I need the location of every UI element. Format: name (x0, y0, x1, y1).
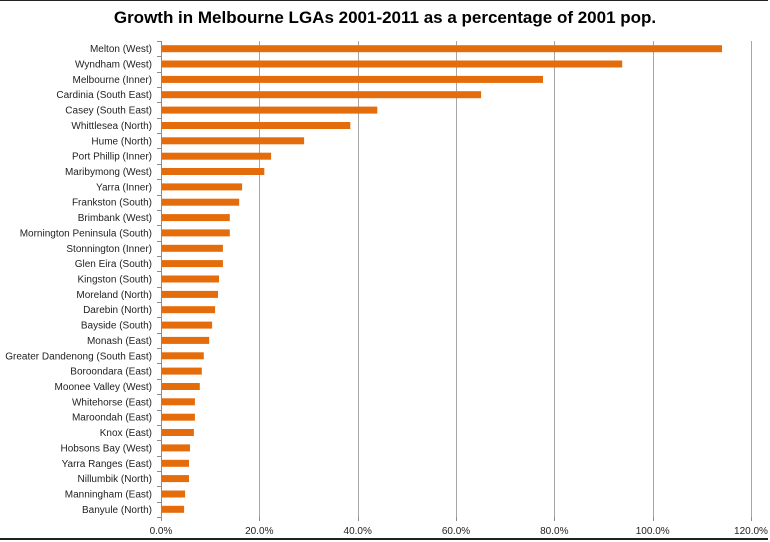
bar (161, 229, 230, 237)
bar (161, 398, 195, 406)
bar (161, 183, 243, 191)
bar (161, 260, 223, 268)
category-label: Melton (West) (90, 44, 152, 55)
bar (161, 321, 213, 329)
x-tick-label: 40.0% (344, 526, 372, 537)
category-label: Moreland (North) (76, 290, 152, 301)
bar (161, 459, 189, 467)
category-label: Kingston (South) (78, 275, 153, 286)
bar (161, 152, 272, 160)
category-label: Frankston (South) (72, 198, 152, 209)
category-label: Hobsons Bay (West) (60, 443, 152, 454)
category-label: Yarra Ranges (East) (62, 459, 152, 470)
category-label: Banyule (North) (82, 505, 152, 516)
category-label: Whitehorse (East) (72, 397, 152, 408)
bar (161, 490, 186, 498)
x-tick-label: 0.0% (150, 526, 173, 537)
category-label: Whittlesea (North) (71, 121, 152, 132)
category-label: Melbourne (Inner) (73, 75, 152, 86)
category-label: Yarra (Inner) (96, 182, 152, 193)
bar (161, 91, 482, 99)
bar (161, 444, 190, 452)
bar (161, 244, 223, 252)
bar (161, 413, 195, 421)
category-label: Wyndham (West) (75, 60, 152, 71)
bar (161, 352, 204, 360)
bar (161, 383, 200, 390)
category-label: Casey (South East) (65, 106, 152, 117)
chart-title: Growth in Melbourne LGAs 2001-2011 as a … (113, 8, 657, 27)
x-tick-label: 80.0% (540, 526, 568, 537)
x-tick-label: 60.0% (442, 526, 470, 537)
category-label: Maroondah (East) (72, 413, 152, 424)
bar (161, 475, 189, 483)
category-label: Stonnington (Inner) (66, 244, 152, 255)
bar (161, 214, 230, 222)
bar (161, 336, 210, 344)
category-label: Monash (East) (87, 336, 152, 347)
x-tick-label: 100.0% (636, 526, 670, 537)
bar (161, 168, 265, 175)
category-label: Cardinia (South East) (56, 90, 152, 101)
category-label: Brimbank (West) (78, 213, 152, 224)
x-tick-label: 20.0% (245, 526, 273, 537)
category-label: Greater Dandenong (South East) (5, 351, 152, 362)
bar (161, 290, 218, 298)
bar (161, 60, 623, 68)
bar (161, 137, 305, 145)
bar (161, 106, 378, 114)
category-label: Port Phillip (Inner) (72, 152, 152, 163)
bar (161, 122, 351, 129)
bar (161, 367, 202, 375)
bar (161, 275, 219, 283)
bar (161, 505, 185, 513)
bar (161, 306, 216, 314)
category-label: Nillumbik (North) (78, 474, 152, 485)
category-label: Knox (East) (100, 428, 152, 439)
category-label: Mornington Peninsula (South) (20, 228, 152, 239)
bar (161, 45, 722, 53)
category-label: Maribymong (West) (65, 167, 152, 178)
bar (161, 198, 240, 206)
category-label: Boroondara (East) (70, 367, 152, 378)
x-tick-label: 120.0% (734, 526, 768, 537)
category-label: Manningham (East) (65, 490, 152, 501)
bar (161, 75, 543, 83)
category-label: Darebin (North) (83, 305, 152, 316)
category-label: Glen Eira (South) (75, 259, 152, 270)
bar (161, 429, 194, 436)
category-label: Moonee Valley (West) (55, 382, 152, 393)
category-label: Bayside (South) (81, 321, 152, 332)
category-label: Hume (North) (91, 136, 152, 147)
